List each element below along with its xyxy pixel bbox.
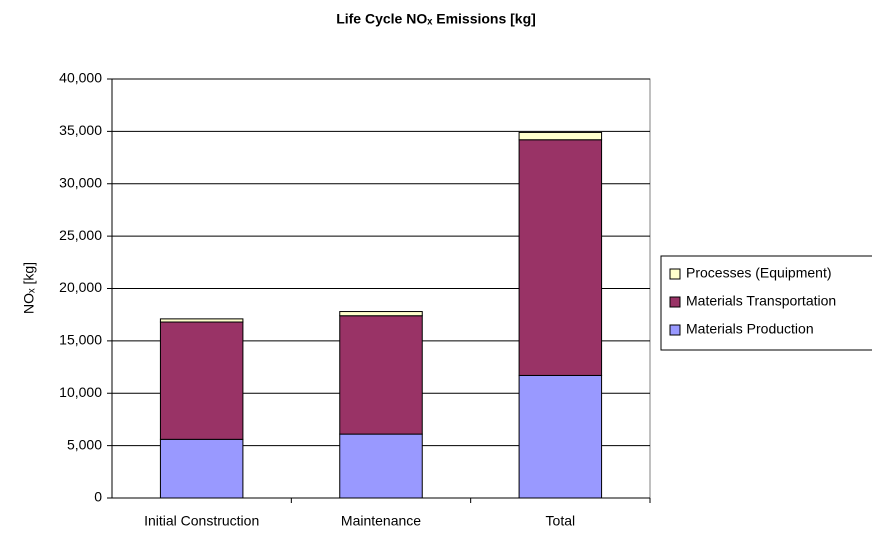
bar-segment [159, 438, 244, 499]
y-tick-label: 15,000 [59, 332, 102, 348]
y-tick-label: 40,000 [59, 70, 102, 86]
y-tick-label: 35,000 [59, 122, 102, 138]
legend-swatch [669, 296, 681, 308]
legend-label: Materials Transportation [686, 293, 836, 309]
y-tick-label: 25,000 [59, 227, 102, 243]
y-axis-label: NOₓ [kg] [21, 262, 37, 314]
bar-segment [159, 321, 244, 440]
y-tick-label: 0 [94, 489, 102, 505]
bar-segment [518, 131, 603, 141]
y-tick-label: 10,000 [59, 384, 102, 400]
bar-segment [518, 374, 603, 499]
bar-segment [159, 318, 244, 323]
y-tick-label: 30,000 [59, 174, 102, 190]
legend-box [660, 255, 872, 351]
bar-segment [339, 315, 423, 435]
x-tick-label: Initial Construction [144, 513, 259, 529]
legend-label: Processes (Equipment) [686, 265, 832, 281]
legend-label: Materials Production [686, 321, 814, 337]
y-tick-label: 20,000 [59, 279, 102, 295]
chart-title: Life Cycle NOₓ Emissions [kg] [336, 11, 536, 27]
y-tick-label: 5,000 [67, 436, 102, 452]
bar-segment [518, 139, 603, 376]
legend-swatch [669, 324, 681, 336]
x-tick-label: Total [546, 513, 576, 529]
bar-segment [339, 311, 423, 317]
bar-segment [339, 433, 423, 499]
legend-swatch [669, 268, 681, 280]
x-tick-label: Maintenance [341, 513, 421, 529]
